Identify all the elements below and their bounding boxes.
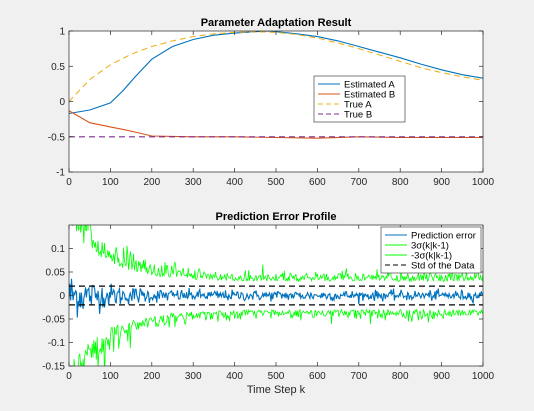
x-tick-label: 100 [102, 177, 119, 188]
axes-2: 0 100 200 300 400 500 600 700 800 900 1000 -0.15 -0.… [42, 211, 495, 396]
series-line-1 [69, 278, 483, 318]
legend-label: True B [344, 109, 372, 120]
legend-label: True A [344, 99, 372, 110]
x-tick-label: 500 [268, 371, 285, 382]
x-tick-label: 600 [309, 177, 326, 188]
x-tick-label: 900 [433, 371, 450, 382]
x-tick-label: 600 [309, 371, 326, 382]
x-tick-label: 300 [185, 177, 202, 188]
axes-1: 0 100 200 300 400 500 600 700 800 900 1000 -1 -0.5 0 0… [48, 17, 495, 188]
chart-title: Prediction Error Profile [215, 211, 336, 223]
x-tick-label: 700 [350, 177, 367, 188]
y-tick-label: 0 [59, 97, 65, 108]
x-tick-label: 700 [350, 371, 367, 382]
plot-lines [69, 225, 483, 366]
y-tick-label: -1 [56, 168, 65, 179]
x-tick-label: 0 [66, 371, 72, 382]
y-tick-label: -0.05 [42, 315, 65, 326]
series-line-3 [73, 308, 483, 366]
x-tick-label: 200 [143, 177, 160, 188]
series-line-1 [69, 31, 483, 115]
y-tick-label: -0.1 [48, 338, 66, 349]
x-tick-label: 300 [185, 371, 202, 382]
x-tick-label: 500 [268, 177, 285, 188]
legend-label: Std of the Data [411, 260, 475, 271]
y-tick-label: 0.1 [51, 244, 65, 255]
x-tick-label: 800 [392, 371, 409, 382]
x-tick-label: 0 [66, 177, 72, 188]
x-axis-label: Time Step k [247, 384, 306, 396]
series-line-2 [71, 225, 483, 283]
y-tick-label: 1 [59, 27, 65, 38]
x-tick-label: 100 [102, 371, 119, 382]
legend-label: Prediction error [411, 230, 476, 241]
x-tick-label: 400 [226, 371, 243, 382]
chart-title: Parameter Adaptation Result [201, 17, 352, 29]
legend-label: Estimated A [344, 79, 395, 90]
y-tick-label: 0 [59, 291, 65, 302]
y-tick-label: 0.05 [46, 268, 66, 279]
legend-label: -3σ(k|k-1) [411, 250, 452, 261]
plot-area [69, 31, 483, 172]
legend-label: Estimated B [344, 89, 395, 100]
x-tick-label: 400 [226, 177, 243, 188]
y-tick-label: -0.5 [48, 132, 66, 143]
x-tick-label: 800 [392, 177, 409, 188]
x-tick-label: 200 [143, 371, 160, 382]
legend-label: 3σ(k|k-1) [411, 240, 449, 251]
x-tick-label: 900 [433, 177, 450, 188]
x-tick-label: 1000 [472, 371, 495, 382]
x-tick-label: 1000 [472, 177, 495, 188]
y-tick-label: 0.5 [51, 62, 65, 73]
y-tick-label: -0.15 [42, 362, 65, 373]
plot-lines [69, 31, 483, 139]
